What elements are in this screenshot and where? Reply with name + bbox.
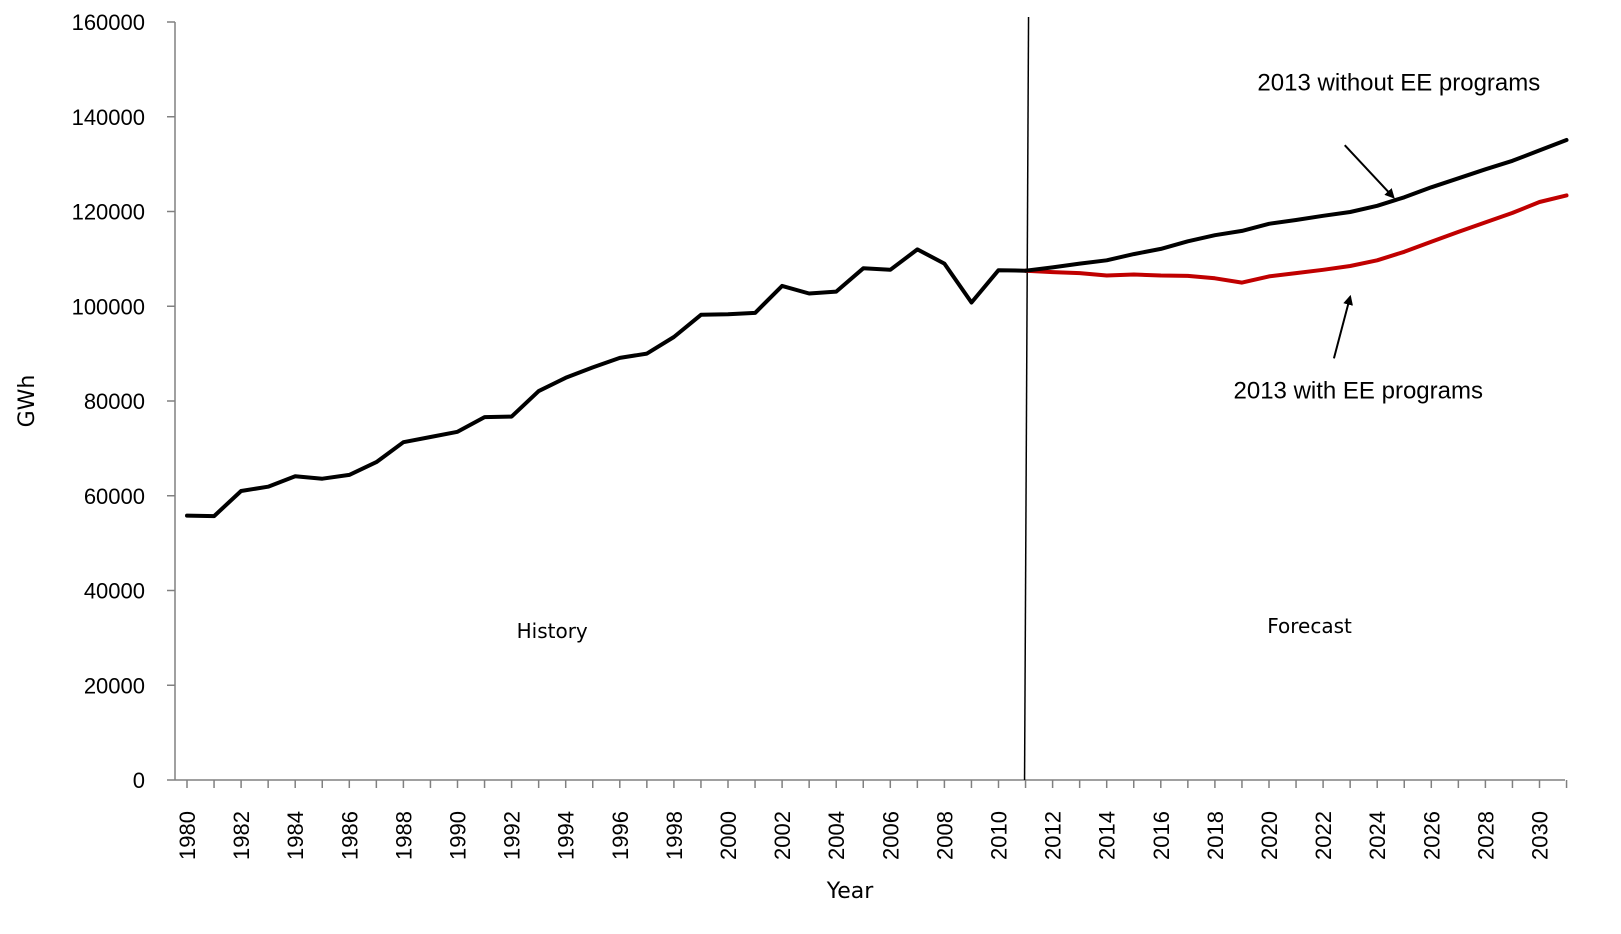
x-tick-label: 2008 [932, 811, 957, 860]
y-tick-label: 160000 [72, 10, 145, 35]
x-tick-label: 2016 [1149, 811, 1174, 860]
x-axis-title: Year [826, 879, 875, 904]
x-tick-label: 1984 [283, 811, 308, 860]
series-lines [185, 138, 1569, 519]
annotation-label: 2013 with EE programs [1234, 378, 1483, 405]
y-tick-label: 20000 [84, 673, 145, 698]
series-line-2 [1023, 138, 1569, 273]
x-tick-label: 1982 [229, 811, 254, 860]
x-tick-label: 2006 [878, 811, 903, 860]
x-tick-label: 2018 [1203, 811, 1228, 860]
x-tick-label: 2000 [716, 811, 741, 860]
annotation-arrow [1332, 294, 1353, 359]
x-tick-label: 2002 [770, 811, 795, 860]
divider-line [1023, 16, 1030, 781]
x-tick-label: 1988 [391, 811, 416, 860]
y-tick-label: 80000 [84, 389, 145, 414]
x-tick-label: 1994 [554, 811, 579, 860]
region-label: Forecast [1267, 614, 1352, 638]
y-axis-ticks: 0 20000 40000 60000 80000 100000 120000 140000 1… [72, 10, 175, 793]
region-label: History [517, 619, 588, 643]
history-forecast-divider [1023, 16, 1030, 781]
x-tick-label: 1980 [175, 811, 200, 860]
x-axis-ticks: 1980 1982 1984 1986 1988 1990 1992 1994 1996 1998… [175, 780, 1568, 860]
x-tick-label: 2022 [1311, 811, 1336, 860]
y-tick-label: 0 [133, 768, 145, 793]
x-tick-label: 1990 [446, 811, 471, 860]
y-tick-label: 40000 [84, 579, 145, 604]
y-tick-label: 120000 [72, 200, 145, 225]
x-tick-label: 1986 [337, 811, 362, 860]
x-tick-label: 2004 [824, 811, 849, 860]
x-tick-label: 2020 [1257, 811, 1282, 860]
x-tick-label: 1992 [500, 811, 525, 860]
x-tick-label: 2030 [1528, 811, 1553, 860]
y-tick-label: 140000 [72, 105, 145, 130]
annotation-arrow [1344, 144, 1395, 199]
x-tick-label: 2014 [1095, 811, 1120, 860]
chart-labels: Year GWh History Forecast 2013 without EE pr… [15, 70, 1540, 904]
x-tick-label: 2010 [987, 811, 1012, 860]
x-tick-label: 2024 [1365, 811, 1390, 860]
x-tick-label: 2028 [1473, 811, 1498, 860]
x-tick-label: 2012 [1041, 811, 1066, 860]
annotation-label: 2013 without EE programs [1257, 70, 1540, 97]
x-tick-label: 1996 [608, 811, 633, 860]
x-tick-label: 2026 [1419, 811, 1444, 860]
y-tick-label: 100000 [72, 294, 145, 319]
x-tick-label: 1998 [662, 811, 687, 860]
series-line-1 [1023, 193, 1569, 285]
series-line-0 [185, 247, 1028, 519]
y-tick-label: 60000 [84, 484, 145, 509]
y-axis-title: GWh [15, 375, 40, 428]
